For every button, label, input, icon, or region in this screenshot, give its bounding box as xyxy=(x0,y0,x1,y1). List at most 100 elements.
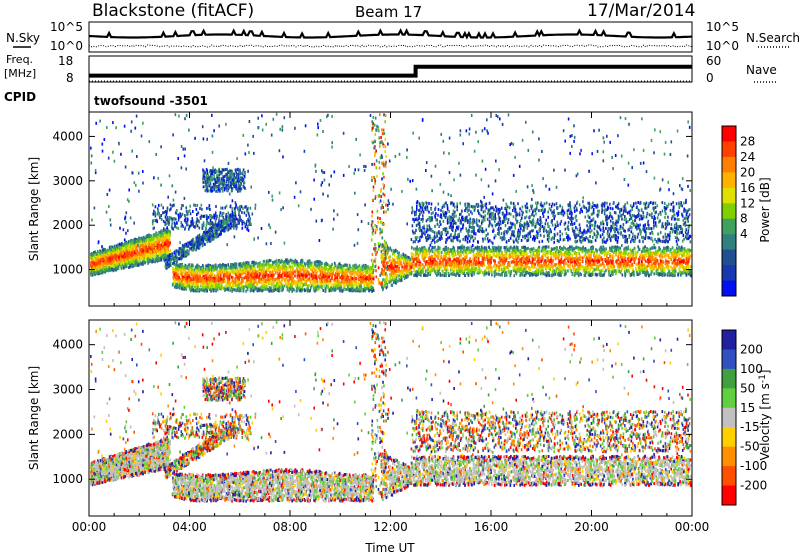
power-echo-cell xyxy=(235,282,237,285)
power-echo-cell xyxy=(147,258,149,261)
power-echo-cell xyxy=(274,278,276,281)
power-echo-cell xyxy=(271,280,273,283)
power-echo-cell xyxy=(238,271,240,274)
power-echo-cell xyxy=(307,272,309,275)
power-echo-cell xyxy=(164,243,166,246)
power-echo-cell xyxy=(289,278,291,281)
power-echo-cell xyxy=(373,289,375,292)
power-echo-cell xyxy=(197,279,199,282)
power-echo-cell xyxy=(146,253,148,256)
power-echo-cell xyxy=(227,276,229,279)
power-echo-cell xyxy=(325,267,327,270)
power-echo-cell xyxy=(304,289,306,292)
power-echo-cell xyxy=(174,279,176,282)
power-echo-cell xyxy=(288,260,290,263)
power-echo-cell xyxy=(136,256,138,259)
power-echo-cell xyxy=(168,251,170,254)
power-echo-cell xyxy=(97,265,99,268)
power-echo-cell xyxy=(104,269,106,272)
power-echo-cell xyxy=(109,246,111,249)
power-echo-cell xyxy=(311,274,313,277)
power-echo-cell xyxy=(180,269,182,272)
power-echo-cell xyxy=(227,263,229,266)
power-echo-cell xyxy=(203,269,205,272)
power-echo-cell xyxy=(239,274,241,277)
power-echo-cell xyxy=(165,237,167,240)
power-echo-cell xyxy=(234,262,236,265)
power-echo-cell xyxy=(251,289,253,292)
power-echo-cell xyxy=(202,270,204,273)
power-echo-cell xyxy=(346,264,348,267)
power-echo-cell xyxy=(155,242,157,245)
power-echo-cell xyxy=(205,283,207,286)
power-echo-cell xyxy=(331,287,333,290)
power-echo-cell xyxy=(150,244,152,247)
power-echo-cell xyxy=(269,259,271,262)
power-echo-cell xyxy=(257,264,259,267)
power-echo-cell xyxy=(352,288,354,291)
power-echo-cell xyxy=(343,288,345,291)
power-echo-cell xyxy=(227,288,229,291)
power-echo-cell xyxy=(325,277,327,280)
power-echo-cell xyxy=(356,271,358,274)
power-echo-cell xyxy=(314,269,316,272)
noise-right-tick-top: 10^5 xyxy=(706,20,739,34)
power-echo-cell xyxy=(237,284,239,287)
power-echo-cell xyxy=(172,283,174,286)
power-echo-cell xyxy=(145,245,147,248)
power-echo-cell xyxy=(149,243,151,246)
power-echo-cell xyxy=(315,262,317,265)
power-echo-cell xyxy=(103,268,105,271)
power-echo-cell xyxy=(337,273,339,276)
power-echo-cell xyxy=(202,286,204,289)
power-echo-cell xyxy=(325,272,327,275)
power-echo-cell xyxy=(233,288,235,291)
power-echo-cell xyxy=(300,267,302,270)
power-echo-cell xyxy=(299,274,301,277)
power-echo-cell xyxy=(272,289,274,292)
power-echo-cell xyxy=(239,289,241,292)
power-echo-cell xyxy=(194,275,196,278)
power-echo-cell xyxy=(273,261,275,264)
power-echo-cell xyxy=(291,287,293,290)
power-echo-cell xyxy=(172,267,174,270)
power-echo-cell xyxy=(366,282,368,285)
power-echo-cell xyxy=(162,245,164,248)
power-echo-cell xyxy=(340,265,342,268)
power-echo-cell xyxy=(186,283,188,286)
power-echo-cell xyxy=(182,270,184,273)
power-echo-cell xyxy=(311,266,313,269)
power-echo-cell xyxy=(278,274,280,277)
power-echo-cell xyxy=(166,231,168,234)
power-echo-cell xyxy=(153,240,155,243)
power-echo-cell xyxy=(178,277,180,280)
power-echo-cell xyxy=(277,266,279,269)
power-echo-cell xyxy=(257,288,259,291)
power-echo-cell xyxy=(288,282,290,285)
power-echo-cell xyxy=(293,289,295,292)
power-echo-cell xyxy=(368,274,370,277)
power-echo-cell xyxy=(137,252,139,255)
power-echo-cell xyxy=(238,284,240,287)
power-echo-cell xyxy=(364,289,366,292)
power-echo-cell xyxy=(332,267,334,270)
power-echo-cell xyxy=(106,266,108,269)
power-echo-cell xyxy=(277,279,279,282)
power-echo-cell xyxy=(176,267,178,270)
power-echo-cell xyxy=(355,277,357,280)
power-echo-cell xyxy=(217,270,219,273)
power-echo-cell xyxy=(247,284,249,287)
power-echo-cell xyxy=(141,248,143,251)
power-echo-cell xyxy=(334,283,336,286)
power-echo-cell xyxy=(206,277,208,280)
power-echo-cell xyxy=(304,262,306,265)
power-echo-cell xyxy=(135,262,137,265)
power-echo-cell xyxy=(138,259,140,262)
power-echo-cell xyxy=(340,290,342,293)
power-echo-cell xyxy=(149,234,151,237)
noise-left-tick-bottom: 10^0 xyxy=(50,39,83,53)
power-echo-cell xyxy=(113,249,115,252)
power-echo-cell xyxy=(166,247,168,250)
power-echo-cell xyxy=(189,286,191,289)
power-echo-cell xyxy=(107,253,109,256)
